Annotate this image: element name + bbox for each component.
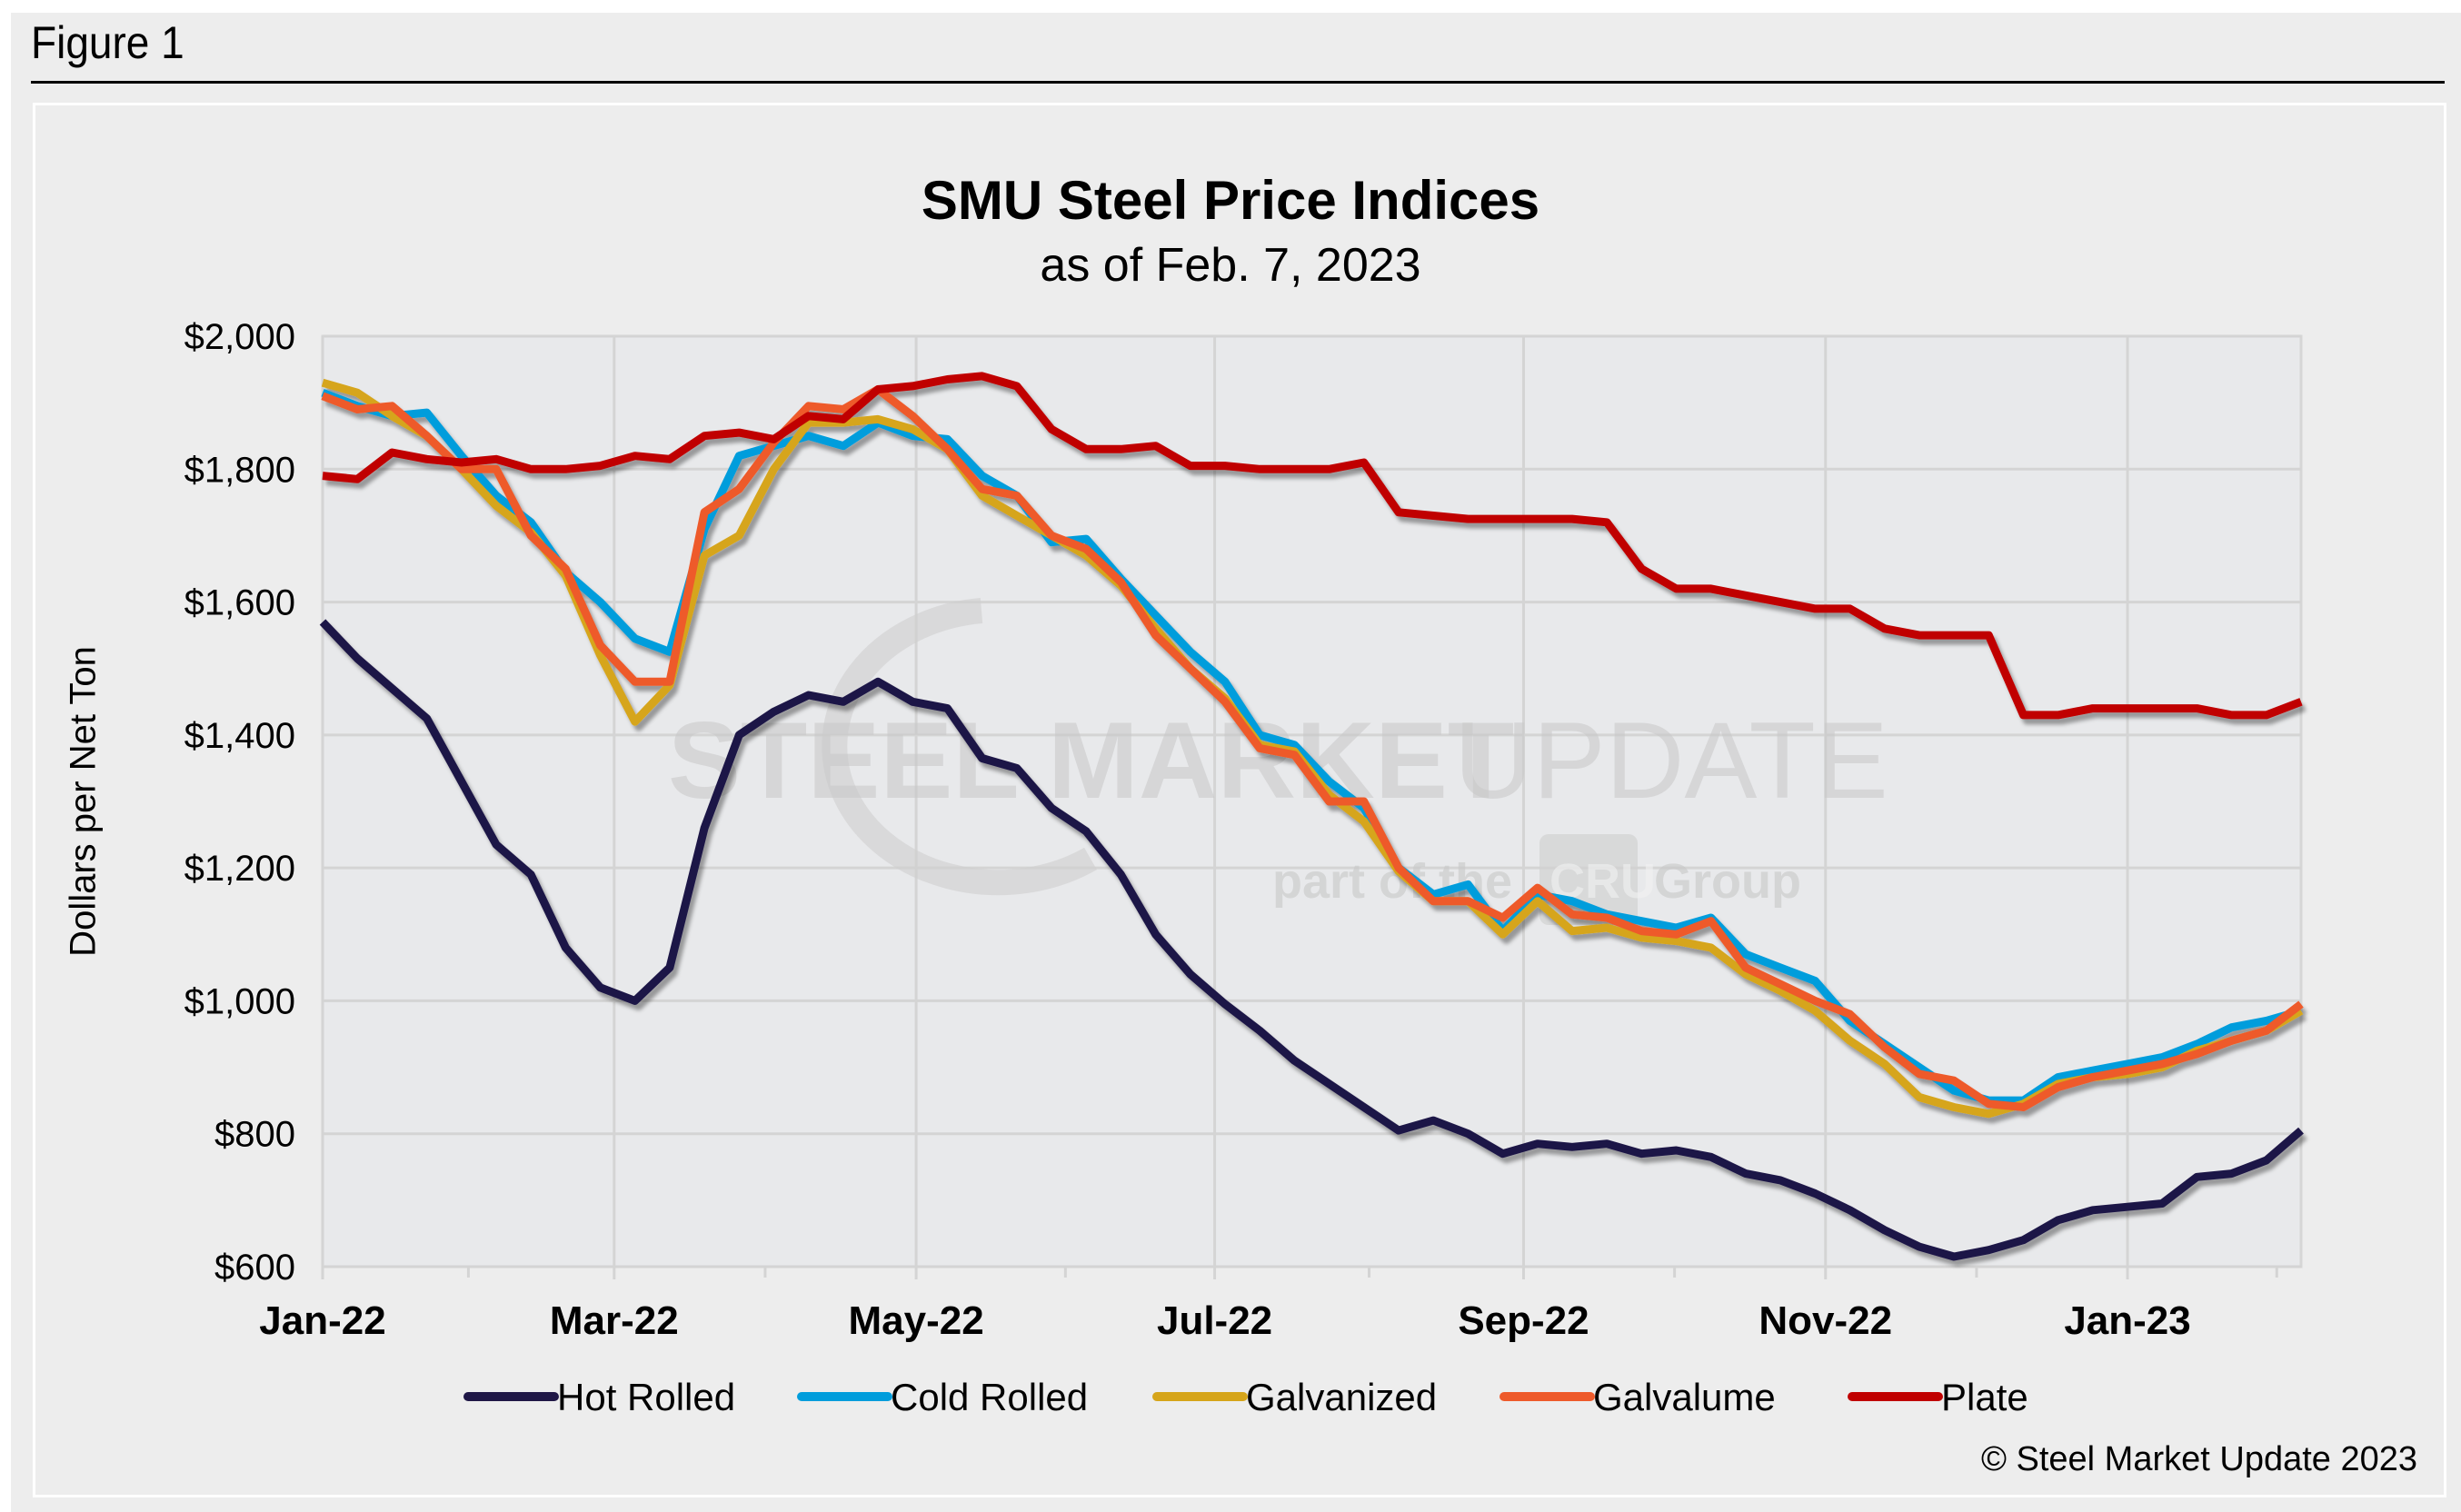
y-tick-label: $800	[214, 1115, 295, 1155]
legend: Hot Rolled Cold Rolled Galvanized Galvalume…	[463, 1376, 2028, 1418]
series-line-hot-rolled	[319, 619, 2304, 1261]
legend-label: Plate	[1941, 1376, 2028, 1418]
x-axis: Jan-22 Mar-22 May-22 Jul-22 Sep-22 Nov-22 Jan-…	[259, 1298, 2190, 1343]
chart-title: SMU Steel Price Indices	[921, 170, 1540, 231]
chart-subtitle: as of Feb. 7, 2023	[1040, 239, 1421, 292]
series-line-plate	[322, 372, 2303, 720]
x-tick-label: Jan-23	[2064, 1298, 2190, 1343]
y-tick-label: $1,600	[184, 583, 295, 623]
y-tick-label: $600	[214, 1248, 295, 1288]
chart-frame	[33, 103, 2446, 1497]
x-tick-label: Jul-22	[1157, 1298, 1272, 1343]
legend-label: Galvanized	[1246, 1376, 1437, 1418]
watermark-group: Group	[1654, 854, 1801, 909]
x-tick-label: May-22	[849, 1298, 984, 1343]
legend-item: Plate	[1848, 1376, 2028, 1418]
y-tick-label: $1,200	[184, 849, 295, 889]
watermark: STEEL MARKET UPDATE part of the CRU Grou…	[668, 598, 1888, 925]
copyright-note: © Steel Market Update 2023	[1980, 1440, 2417, 1478]
x-tick-label: Nov-22	[1759, 1298, 1892, 1343]
series-lines	[319, 372, 2304, 1261]
legend-item: Cold Rolled	[797, 1376, 1088, 1418]
y-tick-label: $1,800	[184, 450, 295, 490]
legend-item: Galvalume	[1500, 1376, 1776, 1418]
legend-label: Cold Rolled	[891, 1376, 1088, 1418]
gridlines	[321, 334, 2301, 1279]
y-axis: $600 $800 $1,000 $1,200 $1,400 $1,600 $1,800 $2…	[184, 317, 295, 1288]
legend-label: Galvalume	[1593, 1376, 1776, 1418]
series-line-galvalume	[321, 385, 2304, 1111]
figure-label: Figure 1	[31, 17, 184, 68]
watermark-swoosh	[822, 598, 1097, 896]
y-tick-label: $1,400	[184, 716, 295, 756]
header-rule	[31, 81, 2445, 84]
y-tick-label: $1,000	[184, 981, 295, 1021]
legend-item: Galvanized	[1152, 1376, 1437, 1418]
legend-label: Hot Rolled	[557, 1376, 735, 1418]
y-tick-label: $2,000	[184, 317, 295, 357]
x-tick-label: Jan-22	[259, 1298, 385, 1343]
x-tick-label: Mar-22	[550, 1298, 679, 1343]
legend-item: Hot Rolled	[463, 1376, 735, 1418]
watermark-text-bold: STEEL MARKET	[668, 700, 1514, 821]
x-tick-label: Sep-22	[1458, 1298, 1589, 1343]
watermark-text-thin: UPDATE	[1454, 700, 1888, 821]
